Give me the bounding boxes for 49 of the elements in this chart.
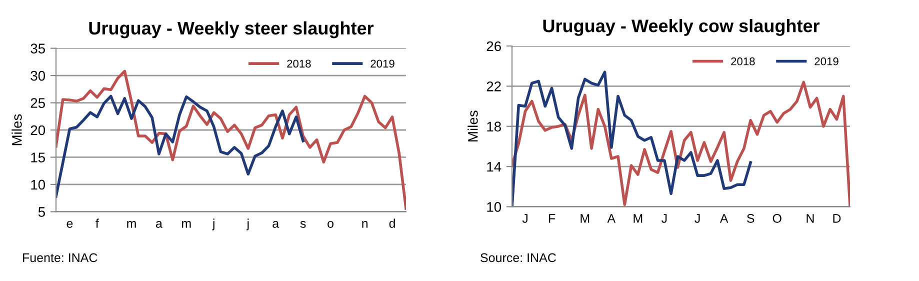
x-tick-label: M <box>580 214 590 223</box>
legend-label: 2019 <box>370 60 394 68</box>
line-series <box>56 94 304 198</box>
legend-label: 2018 <box>287 60 311 68</box>
x-tick-label: N <box>806 214 814 223</box>
x-tick-label: O <box>772 214 782 223</box>
y-tick-label: 25 <box>30 98 46 108</box>
line-series <box>512 70 752 207</box>
x-tick-label: j <box>212 218 214 230</box>
x-tick-label: f <box>96 218 99 228</box>
x-tick-label: A <box>607 214 616 223</box>
x-tick-label: a <box>156 220 162 228</box>
x-tick-label: a <box>272 220 280 228</box>
y-axis-title: Miles <box>12 114 22 146</box>
x-tick-label: A <box>720 214 728 223</box>
x-tick-label: D <box>833 214 841 223</box>
y-tick-label: 10 <box>487 202 502 212</box>
x-tick-label: m <box>182 220 191 228</box>
x-tick-label: e <box>66 220 73 228</box>
y-tick-label: 35 <box>30 44 46 54</box>
source-note: Source: INAC <box>480 253 556 262</box>
y-tick-label: 22 <box>486 82 501 92</box>
chart-title: Uruguay - Weekly steer slaughter <box>89 21 374 38</box>
y-tick-label: 5 <box>38 207 45 217</box>
x-tick-label: o <box>328 220 334 228</box>
x-tick-label: J <box>522 214 528 223</box>
x-tick-label: J <box>694 214 700 223</box>
chart-title: Uruguay - Weekly cow slaughter <box>543 19 820 36</box>
y-tick-label: 18 <box>487 122 501 132</box>
line-series <box>56 70 406 210</box>
x-tick-label: M <box>634 214 642 223</box>
x-tick-label: J <box>662 214 667 223</box>
x-tick-label: d <box>389 218 395 228</box>
y-tick-label: 10 <box>31 180 46 190</box>
y-tick-label: 26 <box>486 41 501 52</box>
y-tick-label: 30 <box>30 70 46 81</box>
x-tick-label: s <box>300 220 306 228</box>
y-tick-label: 20 <box>30 125 46 136</box>
x-tick-label: F <box>548 214 556 223</box>
x-tick-label: m <box>127 220 136 228</box>
x-tick-label: S <box>746 214 754 223</box>
legend-label: 2018 <box>731 57 755 66</box>
source-note: Fuente: INAC <box>23 253 98 262</box>
y-tick-label: 14 <box>487 162 502 172</box>
legend-label: 2019 <box>814 57 838 66</box>
x-tick-label: j <box>246 218 249 230</box>
y-axis-title: Miles <box>468 110 478 142</box>
y-tick-label: 15 <box>31 152 46 162</box>
x-tick-label: n <box>362 220 368 228</box>
